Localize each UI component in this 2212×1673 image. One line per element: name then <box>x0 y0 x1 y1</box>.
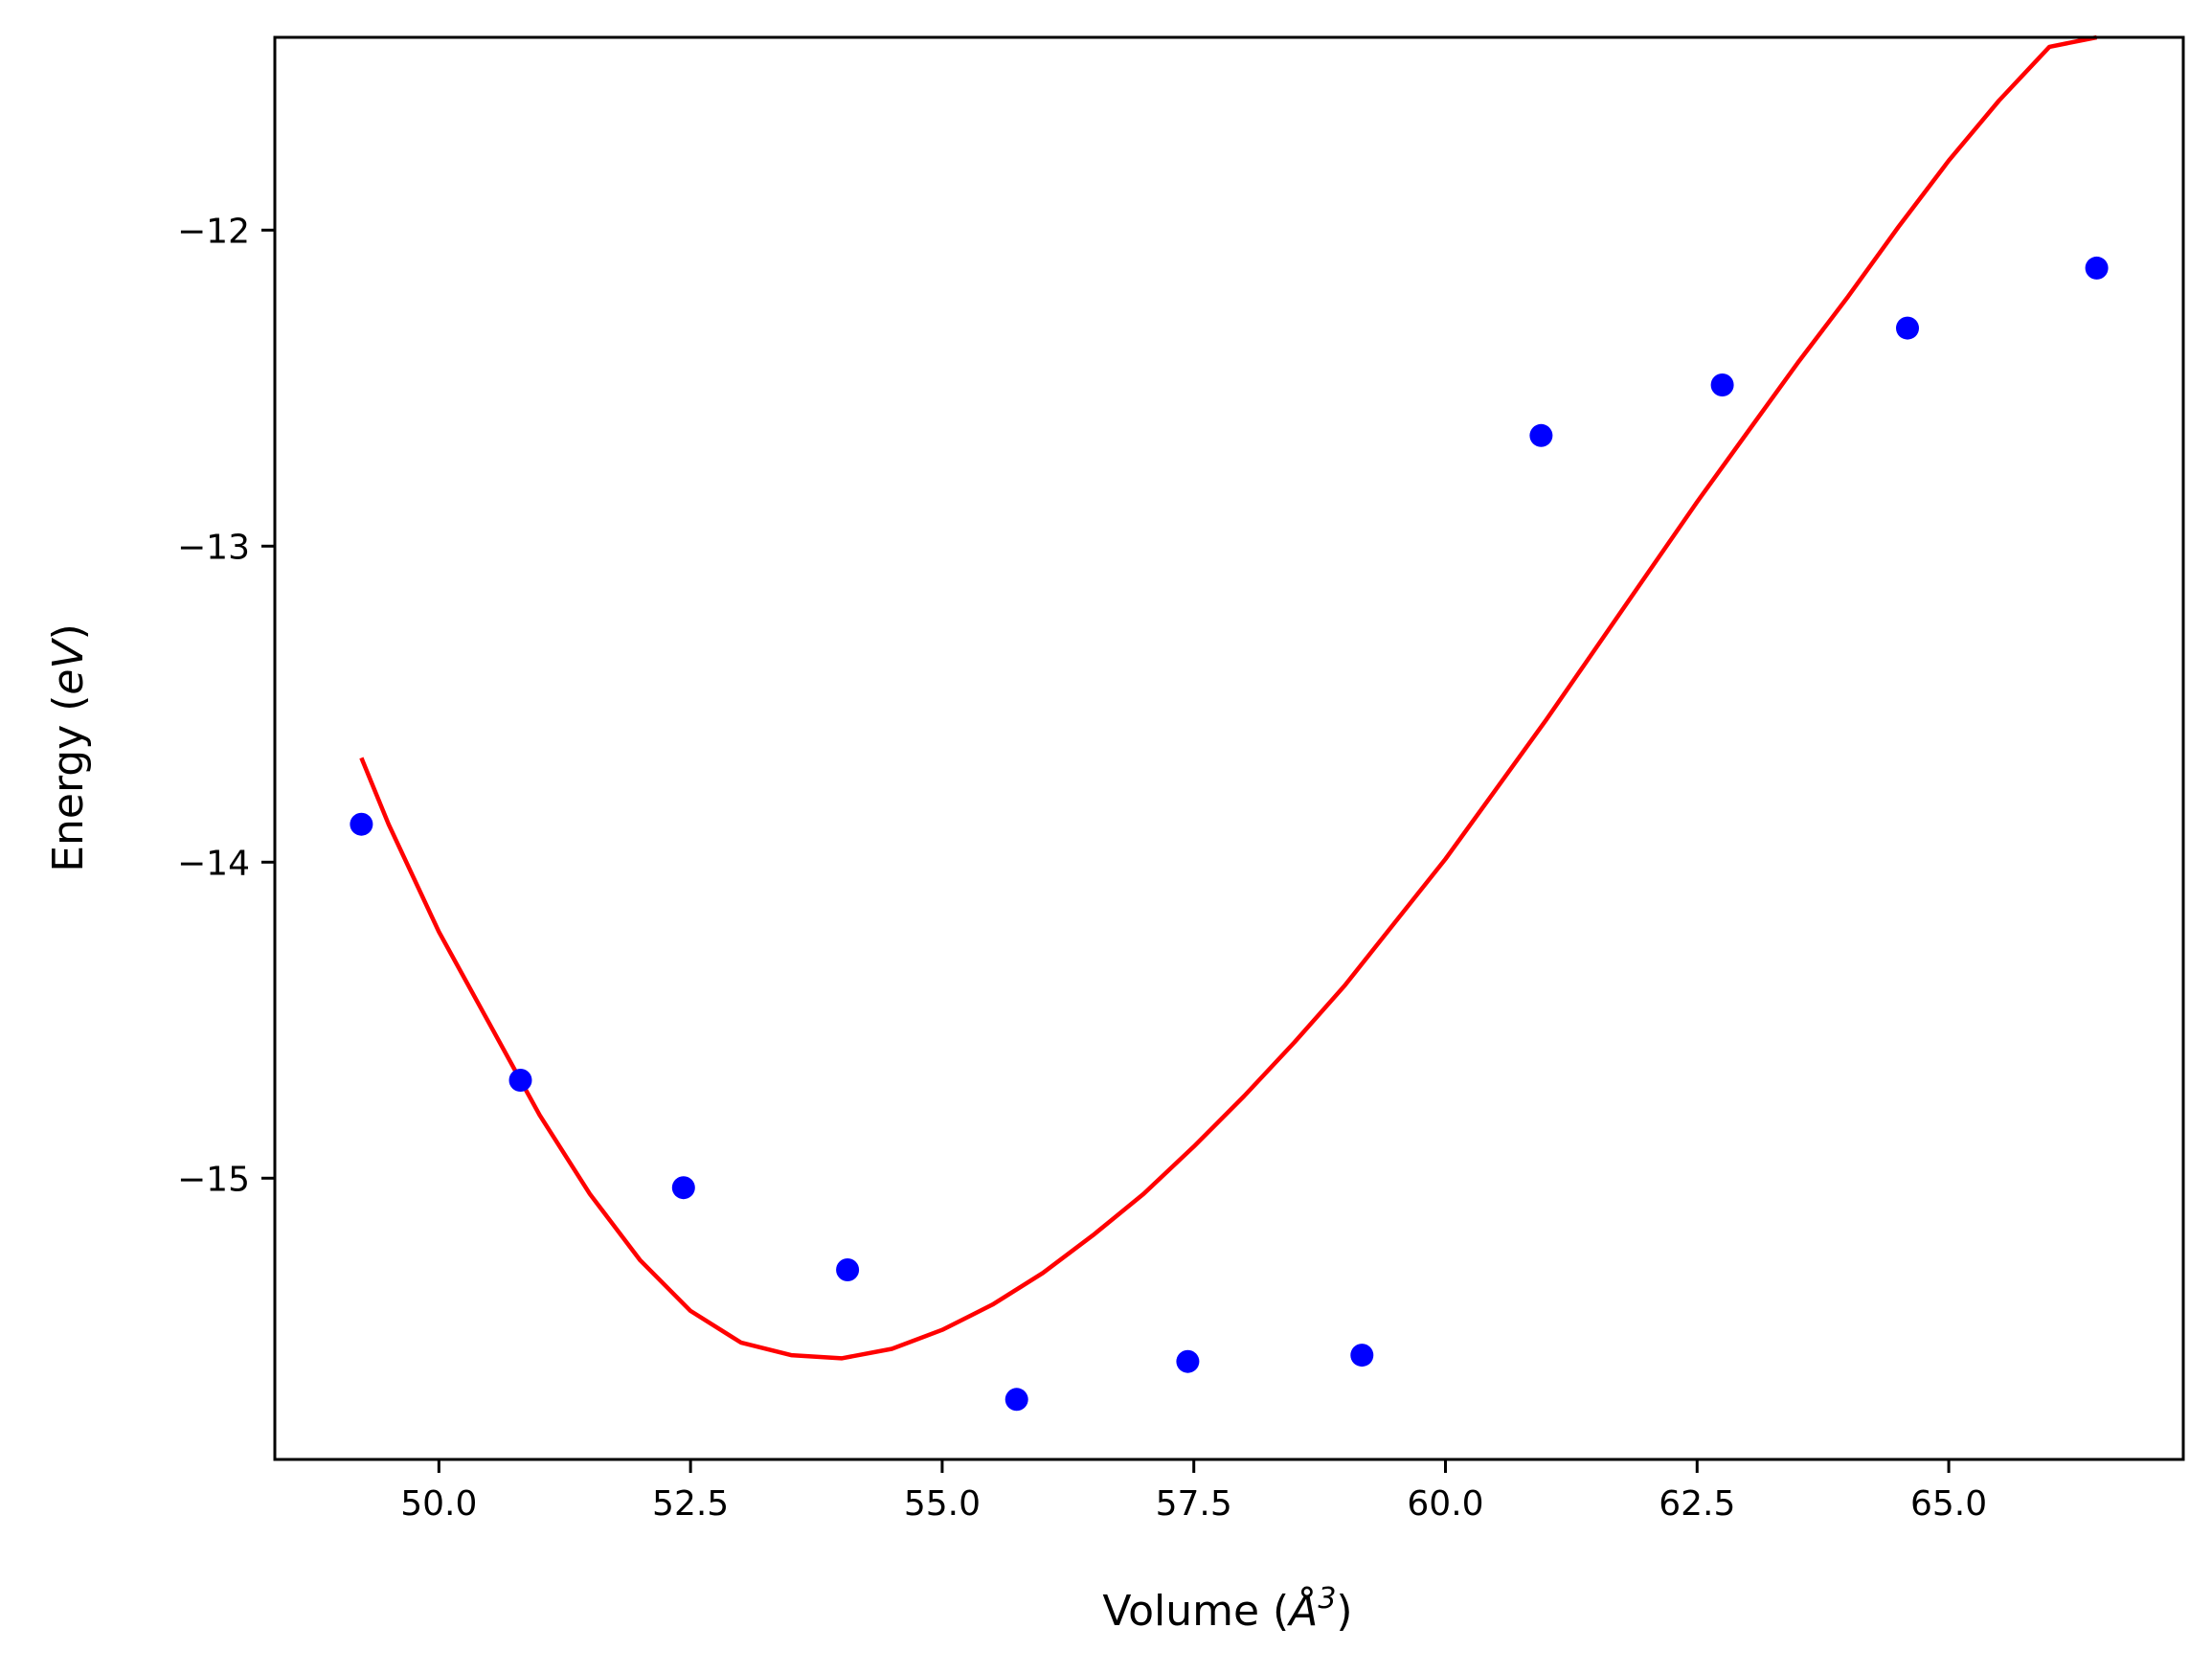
data-point <box>1896 316 1919 340</box>
y-tick-label: −13 <box>177 528 250 567</box>
y-tick-label: −14 <box>177 844 250 883</box>
data-point <box>2085 256 2109 280</box>
data-point <box>1176 1349 1200 1373</box>
x-axis-title-prefix: Volume ( <box>1102 1587 1289 1636</box>
y-axis-title-suffix: ) <box>44 623 93 640</box>
fit-curve-line <box>359 34 2098 1361</box>
y-tick-label: −15 <box>177 1160 250 1199</box>
y-axis-ticks: −12 −13 −14 −15 <box>177 212 275 1199</box>
y-tick-label: −12 <box>177 212 250 251</box>
data-point <box>1004 1388 1028 1412</box>
data-point <box>836 1258 860 1281</box>
x-tick-label: 65.0 <box>1910 1484 1987 1524</box>
x-tick-label: 50.0 <box>400 1484 477 1524</box>
x-axis-ticks: 50.0 52.5 55.0 57.5 60.0 62.5 65.0 <box>400 1459 1987 1524</box>
x-axis-title-superscript: 3 <box>1318 1582 1336 1616</box>
plot-area <box>350 34 2109 1412</box>
x-axis-title-suffix: ) <box>1336 1587 1352 1636</box>
x-tick-label: 55.0 <box>904 1484 981 1524</box>
data-point <box>350 812 373 836</box>
x-axis-title-symbol: Å <box>1286 1585 1318 1636</box>
data-point <box>1710 373 1734 396</box>
axes-frame <box>273 35 2185 1461</box>
x-tick-label: 62.5 <box>1659 1484 1735 1524</box>
y-axis-title-unit: eV <box>44 638 93 695</box>
data-point <box>1529 423 1553 447</box>
data-point <box>1350 1344 1374 1368</box>
y-axis-title-prefix: Energy ( <box>44 695 93 872</box>
y-axis-title: Energy (eV) <box>44 623 93 872</box>
x-tick-label: 52.5 <box>652 1484 729 1524</box>
data-point <box>508 1069 532 1092</box>
x-axis-title: Volume (Å3) <box>1102 1582 1352 1636</box>
data-point <box>671 1176 695 1200</box>
x-tick-label: 57.5 <box>1156 1484 1232 1524</box>
x-tick-label: 60.0 <box>1407 1484 1483 1524</box>
